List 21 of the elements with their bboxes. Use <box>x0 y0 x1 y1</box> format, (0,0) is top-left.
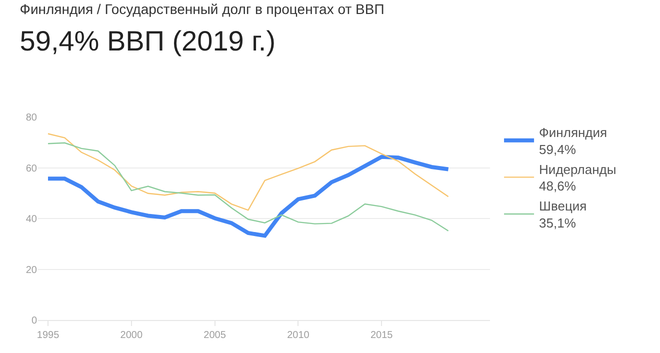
x-tick-label: 2015 <box>370 330 394 341</box>
x-tick-label: 2010 <box>287 330 310 341</box>
legend-label: Нидерланды <box>539 162 616 177</box>
line-series <box>47 142 449 232</box>
text: 48,6% <box>539 178 576 194</box>
y-tick-label: 0 <box>31 316 38 326</box>
legend-label: Финляндия <box>539 125 608 140</box>
text: 35,1% <box>539 216 576 231</box>
chart-title: Финляндия / Государственный долг в процентах от ВВП <box>20 1 384 18</box>
y-tick-label: 20 <box>26 264 38 276</box>
y-tick-label: 60 <box>26 163 38 174</box>
legend-label: Швеция <box>539 198 587 214</box>
line-series <box>47 133 449 211</box>
x-tick-label: 2005 <box>204 330 226 341</box>
line-series <box>46 154 450 238</box>
y-tick-label: 40 <box>26 214 38 225</box>
text: 59,4% <box>539 142 576 157</box>
y-tick-label: 80 <box>26 112 38 124</box>
x-tick-label: 2000 <box>120 330 143 341</box>
chart-subtitle: 59,4% ВВП (2019 г.) <box>20 26 276 57</box>
x-tick-label: 1995 <box>36 330 60 341</box>
